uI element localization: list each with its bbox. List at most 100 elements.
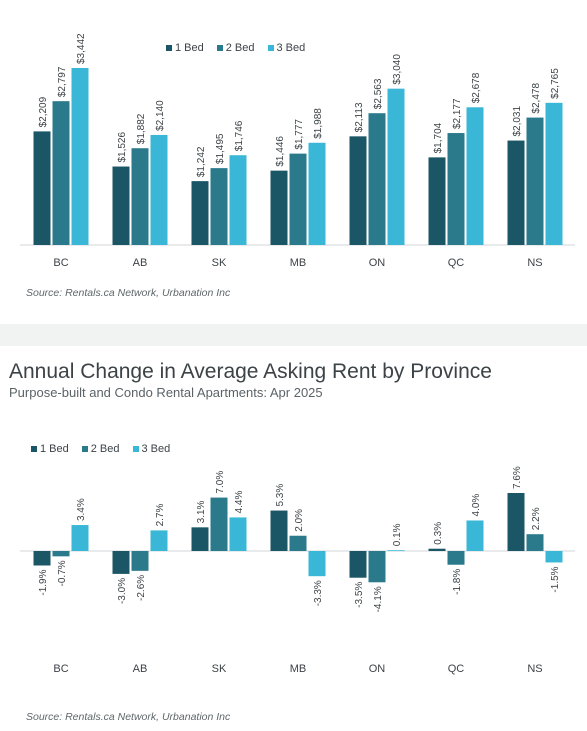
bar-2-bed-ns (526, 534, 544, 551)
category-label-on: ON (369, 663, 386, 675)
bar-3-bed-sk (229, 155, 247, 245)
data-label-2-bed-qc: -1.8% (452, 569, 463, 595)
legend-label-1-bed: 1 Bed (175, 42, 204, 54)
data-label-1-bed-bc: $2,209 (38, 96, 49, 127)
data-label-2-bed-bc: -0.7% (57, 560, 68, 586)
bar-3-bed-ab (150, 530, 168, 551)
data-label-3-bed-bc: 3.4% (76, 498, 87, 521)
bar-1-bed-ab (112, 166, 130, 245)
bar-3-bed-sk (229, 517, 247, 551)
legend-item-3-bed: 3 Bed (132, 443, 171, 455)
chart1-source-note: Source: Rentals.ca Network, Urbanation I… (26, 287, 231, 299)
data-label-1-bed-bc: -1.9% (38, 569, 49, 595)
legend-label-3-bed: 3 Bed (276, 42, 306, 54)
data-label-1-bed-sk: $1,242 (196, 146, 207, 177)
data-label-1-bed-on: $2,113 (354, 102, 365, 132)
data-label-3-bed-ns: $2,765 (550, 68, 561, 99)
legend-item-1-bed: 1 Bed (31, 443, 69, 455)
legend-swatch-2-bed (216, 45, 223, 51)
category-label-bc: BC (53, 663, 68, 675)
data-label-3-bed-sk: $1,746 (234, 120, 245, 151)
legend-label-1-bed: 1 Bed (40, 443, 69, 455)
data-label-3-bed-ns: -1.5% (550, 566, 561, 592)
bar-3-bed-on (387, 550, 405, 552)
bar-1-bed-ns (507, 140, 525, 245)
data-label-2-bed-on: $2,563 (373, 78, 384, 109)
bar-1-bed-qc (428, 157, 446, 245)
bar-1-bed-bc (33, 551, 51, 566)
category-label-qc: QC (448, 257, 465, 269)
data-label-2-bed-ab: $1,882 (136, 113, 147, 144)
data-label-2-bed-ns: 2.2% (531, 507, 542, 530)
legend-item-1-bed: 1 Bed (166, 42, 204, 54)
category-label-ns: NS (527, 257, 542, 269)
average-rent-bar-chart: $2,209 $2,797 $3,442 BC $1,526 $1,882 $2,140 AB… (20, 33, 575, 269)
category-label-ns: NS (527, 663, 542, 675)
legend-label-2-bed: 2 Bed (90, 443, 120, 455)
chart2-source-note: Source: Rentals.ca Network, Urbanation I… (26, 711, 231, 723)
category-label-sk: SK (212, 663, 227, 675)
annual-change-bar-chart: -1.9% -0.7% 3.4% BC -3.0% -2.6% 2.7% AB 3.1% 7.0%… (20, 466, 575, 675)
data-label-1-bed-on: -3.5% (354, 582, 365, 608)
chart2-legend: 1 Bed 2 Bed 3 Bed (31, 443, 170, 455)
category-label-ab: AB (133, 663, 148, 675)
bar-3-bed-ab (150, 134, 168, 245)
bar-1-bed-mb (270, 510, 288, 551)
category-label-mb: MB (290, 257, 307, 269)
data-label-3-bed-qc: 4.0% (471, 494, 482, 517)
legend-swatch-3-bed (132, 446, 139, 452)
data-label-3-bed-ab: $2,140 (155, 100, 166, 131)
data-label-2-bed-sk: $1,495 (215, 133, 226, 164)
bar-3-bed-qc (466, 520, 484, 551)
bar-3-bed-mb (308, 551, 326, 577)
bar-1-bed-ns (507, 493, 525, 551)
bar-2-bed-ns (526, 117, 544, 245)
chart2-title: Annual Change in Average Asking Rent by … (9, 360, 492, 383)
rent-by-bedroom-chart-panel: 1 Bed 2 Bed 3 Bed $2,209 $2,797 $3,442 BC $1… (0, 0, 587, 324)
bar-1-bed-on (349, 551, 367, 578)
data-label-2-bed-qc: $2,177 (452, 98, 463, 129)
bar-1-bed-mb (270, 170, 288, 245)
bar-3-bed-bc (71, 68, 89, 245)
bar-3-bed-ns (545, 102, 563, 245)
category-label-on: ON (369, 257, 386, 269)
annual-change-chart-panel: Annual Change in Average Asking Rent by … (0, 346, 587, 731)
bar-2-bed-bc (52, 551, 70, 557)
data-label-2-bed-ns: $2,478 (531, 83, 542, 114)
bar-1-bed-sk (191, 181, 209, 245)
bar-2-bed-sk (210, 497, 228, 551)
data-label-1-bed-ab: -3.0% (117, 578, 128, 604)
bar-2-bed-ab (131, 148, 149, 245)
legend-swatch-1-bed (31, 446, 37, 452)
legend-label-3-bed: 3 Bed (141, 443, 171, 455)
bar-1-bed-qc (428, 548, 446, 551)
data-label-3-bed-qc: $2,678 (471, 72, 482, 103)
data-label-3-bed-bc: $3,442 (76, 33, 87, 64)
bar-2-bed-ab (131, 551, 149, 571)
bar-2-bed-on (368, 551, 386, 583)
data-label-2-bed-bc: $2,797 (57, 66, 68, 97)
bar-2-bed-qc (447, 551, 465, 565)
data-label-1-bed-sk: 3.1% (196, 500, 207, 523)
bar-3-bed-mb (308, 142, 326, 245)
bar-3-bed-ns (545, 551, 563, 563)
bar-1-bed-bc (33, 131, 51, 245)
data-label-1-bed-qc: $1,704 (433, 122, 444, 153)
legend-item-2-bed: 2 Bed (81, 443, 120, 455)
legend-swatch-3-bed (267, 45, 274, 51)
data-label-3-bed-on: 0.1% (392, 523, 403, 546)
data-label-1-bed-qc: 0.3% (433, 522, 444, 545)
bar-3-bed-qc (466, 107, 484, 245)
data-label-1-bed-mb: 5.3% (275, 484, 286, 507)
bar-1-bed-sk (191, 527, 209, 551)
data-label-3-bed-sk: 4.4% (234, 491, 245, 514)
data-label-2-bed-sk: 7.0% (215, 471, 226, 494)
data-label-2-bed-on: -4.1% (373, 586, 384, 612)
category-label-qc: QC (448, 663, 465, 675)
data-label-1-bed-ns: 7.6% (512, 466, 523, 489)
data-label-3-bed-mb: $1,988 (313, 108, 324, 139)
chart1-legend: 1 Bed 2 Bed 3 Bed (166, 42, 305, 54)
data-label-2-bed-mb: 2.0% (294, 509, 305, 532)
bar-1-bed-ab (112, 551, 130, 574)
bar-3-bed-bc (71, 525, 89, 551)
